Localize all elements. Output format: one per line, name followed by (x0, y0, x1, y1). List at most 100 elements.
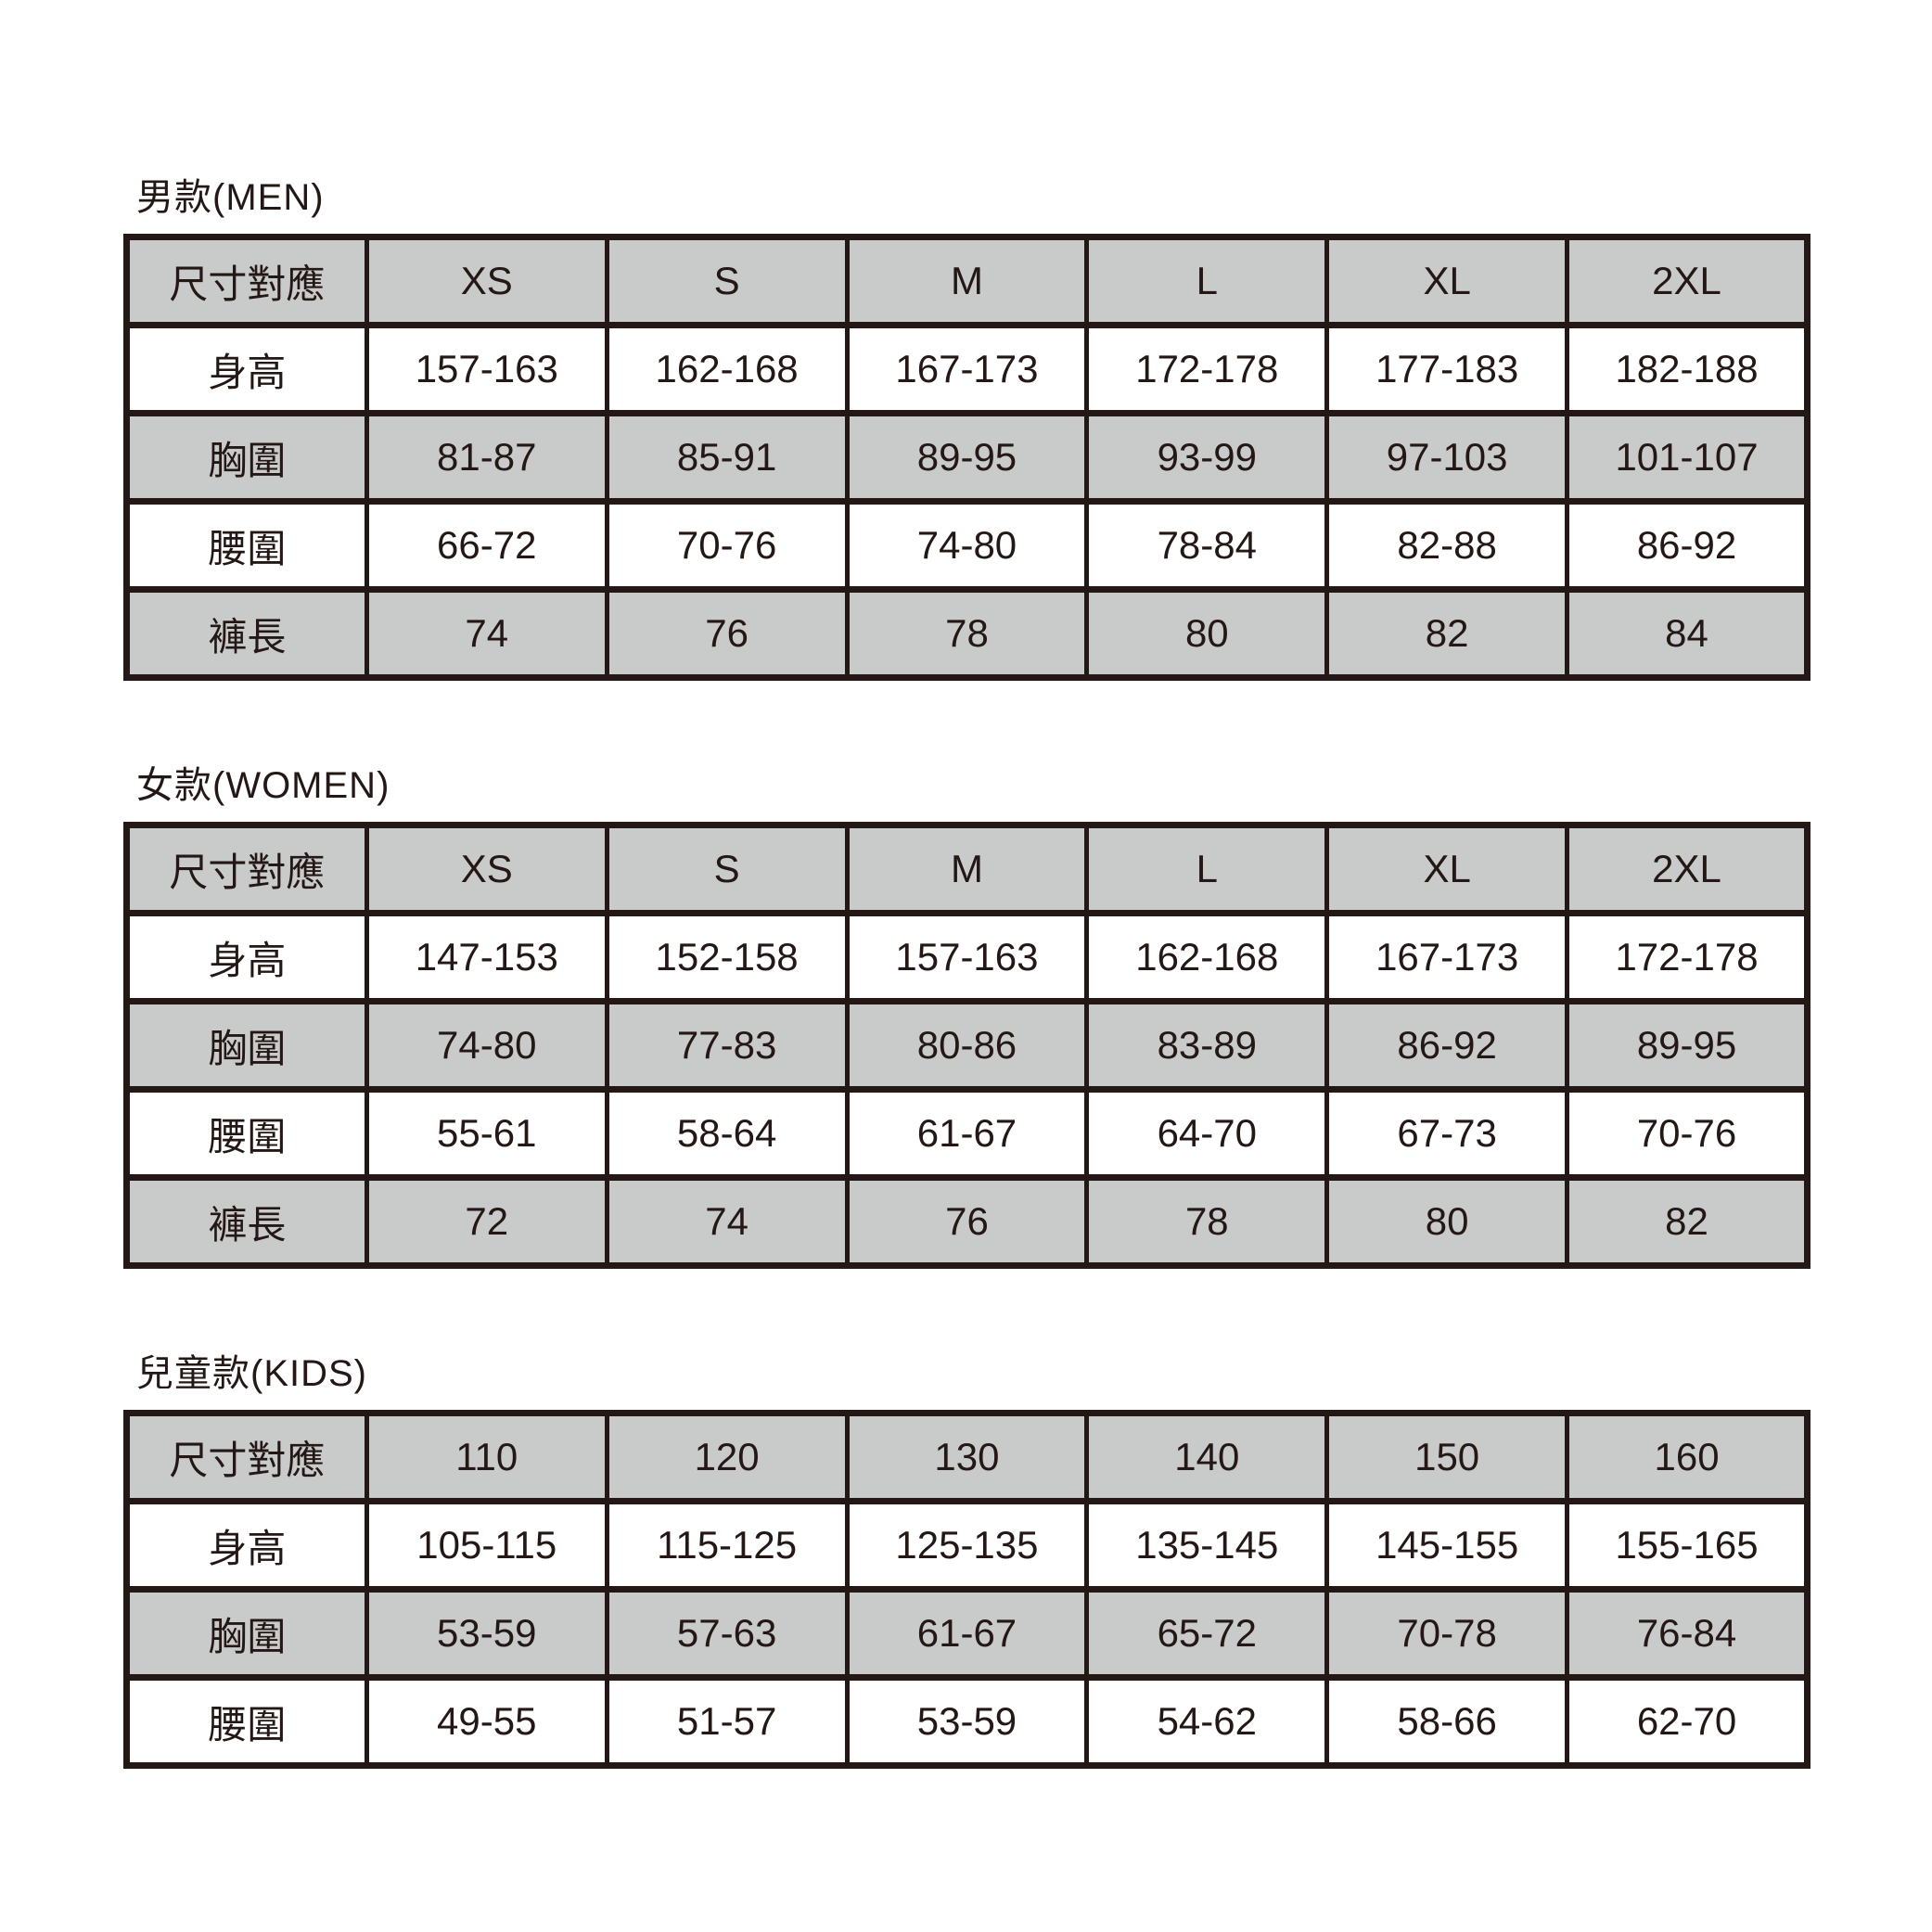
value-cell: 70-76 (1565, 1086, 1810, 1181)
size-header-cell: S (604, 822, 850, 916)
size-header-cell: XL (1324, 234, 1570, 328)
value-cell: 55-61 (364, 1086, 609, 1181)
value-cell: 78 (1084, 1174, 1330, 1269)
value-cell: 82 (1324, 586, 1570, 681)
measure-label-cell: 胸圍 (124, 1586, 369, 1681)
size-header-cell: 120 (604, 1410, 850, 1504)
data-row: 身高 147-153 152-158 157-163 162-168 167-173 172… (124, 910, 1810, 1004)
data-row: 褲長 72 74 76 78 80 82 (124, 1174, 1810, 1269)
value-cell: 172-178 (1084, 322, 1330, 416)
value-cell: 172-178 (1565, 910, 1810, 1004)
value-cell: 157-163 (364, 322, 609, 416)
value-cell: 162-168 (1084, 910, 1330, 1004)
value-cell: 157-163 (844, 910, 1090, 1004)
value-cell: 67-73 (1324, 1086, 1570, 1181)
value-cell: 83-89 (1084, 998, 1330, 1093)
size-section-kids: 兒童款(KIDS) 尺寸對應 110 120 130 140 150 160 身高 105-11… (123, 1355, 1810, 1769)
size-label-header-cell: 尺寸對應 (124, 822, 369, 916)
value-cell: 101-107 (1565, 410, 1810, 505)
value-cell: 85-91 (604, 410, 850, 505)
measure-label-cell: 褲長 (124, 586, 369, 681)
value-cell: 76-84 (1565, 1586, 1810, 1681)
value-cell: 86-92 (1565, 498, 1810, 593)
value-cell: 53-59 (364, 1586, 609, 1681)
size-header-cell: XS (364, 822, 609, 916)
size-header-cell: 150 (1324, 1410, 1570, 1504)
size-header-cell: L (1084, 822, 1330, 916)
section-title-kids: 兒童款(KIDS) (136, 1353, 367, 1394)
size-header-cell: M (844, 822, 1090, 916)
value-cell: 78 (844, 586, 1090, 681)
value-cell: 80-86 (844, 998, 1090, 1093)
value-cell: 115-125 (604, 1498, 850, 1593)
size-header-cell: XL (1324, 822, 1570, 916)
size-header-cell: 140 (1084, 1410, 1330, 1504)
value-cell: 64-70 (1084, 1086, 1330, 1181)
value-cell: 62-70 (1565, 1674, 1810, 1769)
value-cell: 105-115 (364, 1498, 609, 1593)
value-cell: 53-59 (844, 1674, 1090, 1769)
value-cell: 66-72 (364, 498, 609, 593)
value-cell: 97-103 (1324, 410, 1570, 505)
value-cell: 177-183 (1324, 322, 1570, 416)
measure-label-cell: 身高 (124, 1498, 369, 1593)
measure-label-cell: 褲長 (124, 1174, 369, 1269)
value-cell: 125-135 (844, 1498, 1090, 1593)
value-cell: 57-63 (604, 1586, 850, 1681)
measure-label-cell: 腰圍 (124, 1674, 369, 1769)
value-cell: 74-80 (844, 498, 1090, 593)
value-cell: 61-67 (844, 1086, 1090, 1181)
value-cell: 162-168 (604, 322, 850, 416)
measure-label-cell: 腰圍 (124, 1086, 369, 1181)
value-cell: 167-173 (844, 322, 1090, 416)
header-row: 尺寸對應 110 120 130 140 150 160 (124, 1410, 1810, 1504)
measure-label-cell: 胸圍 (124, 998, 369, 1093)
data-row: 胸圍 81-87 85-91 89-95 93-99 97-103 101-107 (124, 410, 1810, 505)
value-cell: 81-87 (364, 410, 609, 505)
value-cell: 147-153 (364, 910, 609, 1004)
value-cell: 74 (604, 1174, 850, 1269)
data-row: 褲長 74 76 78 80 82 84 (124, 586, 1810, 681)
value-cell: 65-72 (1084, 1586, 1330, 1681)
value-cell: 74-80 (364, 998, 609, 1093)
value-cell: 152-158 (604, 910, 850, 1004)
header-row: 尺寸對應 XS S M L XL 2XL (124, 234, 1810, 328)
value-cell: 72 (364, 1174, 609, 1269)
data-row: 身高 105-115 115-125 125-135 135-145 145-155 155… (124, 1498, 1810, 1593)
data-row: 身高 157-163 162-168 167-173 172-178 177-183 182… (124, 322, 1810, 416)
value-cell: 49-55 (364, 1674, 609, 1769)
value-cell: 182-188 (1565, 322, 1810, 416)
value-cell: 74 (364, 586, 609, 681)
data-row: 腰圍 55-61 58-64 61-67 64-70 67-73 70-76 (124, 1086, 1810, 1181)
measure-label-cell: 身高 (124, 322, 369, 416)
data-row: 胸圍 74-80 77-83 80-86 83-89 86-92 89-95 (124, 998, 1810, 1093)
size-header-cell: 110 (364, 1410, 609, 1504)
size-table-women: 尺寸對應 XS S M L XL 2XL 身高 147-153 152-158 157-163 162… (123, 822, 1810, 1269)
size-header-cell: S (604, 234, 850, 328)
value-cell: 84 (1565, 586, 1810, 681)
size-table-men: 尺寸對應 XS S M L XL 2XL 身高 157-163 162-168 167-173 172… (123, 234, 1810, 681)
size-header-cell: XS (364, 234, 609, 328)
measure-label-cell: 腰圍 (124, 498, 369, 593)
value-cell: 51-57 (604, 1674, 850, 1769)
value-cell: 58-66 (1324, 1674, 1570, 1769)
data-row: 胸圍 53-59 57-63 61-67 65-72 70-78 76-84 (124, 1586, 1810, 1681)
data-row: 腰圍 66-72 70-76 74-80 78-84 82-88 86-92 (124, 498, 1810, 593)
value-cell: 135-145 (1084, 1498, 1330, 1593)
value-cell: 80 (1084, 586, 1330, 681)
section-title-men: 男款(MEN) (136, 177, 325, 218)
size-header-cell: L (1084, 234, 1330, 328)
header-row: 尺寸對應 XS S M L XL 2XL (124, 822, 1810, 916)
value-cell: 86-92 (1324, 998, 1570, 1093)
section-title-women: 女款(WOMEN) (136, 765, 390, 806)
value-cell: 82 (1565, 1174, 1810, 1269)
value-cell: 78-84 (1084, 498, 1330, 593)
measure-label-cell: 胸圍 (124, 410, 369, 505)
value-cell: 61-67 (844, 1586, 1090, 1681)
size-section-men: 男款(MEN) 尺寸對應 XS S M L XL 2XL 身高 157-163 162-168 16… (123, 179, 1810, 681)
value-cell: 70-76 (604, 498, 850, 593)
value-cell: 145-155 (1324, 1498, 1570, 1593)
value-cell: 167-173 (1324, 910, 1570, 1004)
value-cell: 76 (604, 586, 850, 681)
